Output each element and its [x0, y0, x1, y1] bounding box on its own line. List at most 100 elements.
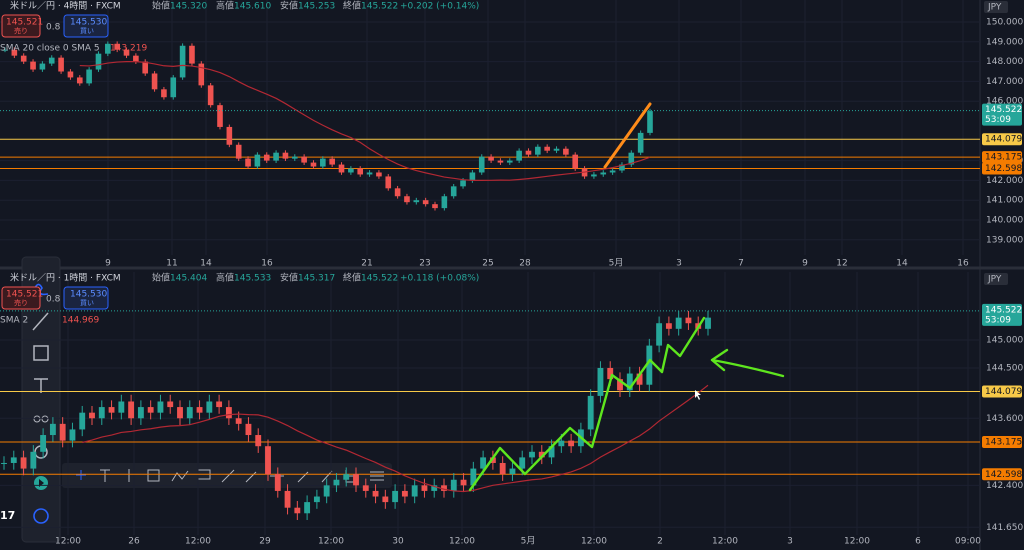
- candle: [421, 485, 428, 491]
- currency-bg: [984, 1, 1008, 13]
- path-tool[interactable]: [171, 470, 189, 482]
- candle: [600, 172, 607, 175]
- price-tick: 144.500: [986, 363, 1023, 373]
- ohlc: 145.253: [298, 2, 335, 12]
- candle: [196, 407, 203, 413]
- line-tool[interactable]: [32, 312, 49, 331]
- candle: [470, 468, 477, 486]
- candle: [431, 485, 438, 491]
- time-label: 3: [676, 259, 682, 269]
- ohlc: +0.118 (+0.08%): [400, 274, 479, 284]
- candle: [20, 457, 27, 469]
- ohlc: 高値: [216, 272, 234, 284]
- candle: [413, 200, 420, 203]
- candle: [535, 146, 541, 155]
- last-price: 145.522: [985, 305, 1022, 315]
- time-label: 12:00: [55, 537, 81, 547]
- text-tool-2[interactable]: [100, 469, 110, 482]
- candle: [376, 172, 382, 177]
- candle: [320, 158, 326, 167]
- candle: [142, 61, 149, 74]
- price-tick: 140.000: [986, 216, 1023, 226]
- candle: [685, 317, 692, 324]
- candle: [177, 407, 183, 419]
- candle: [382, 496, 389, 503]
- brush-tool[interactable]: [33, 283, 49, 296]
- candle: [245, 423, 252, 436]
- candle: [509, 468, 516, 475]
- ohlc: 終値: [343, 272, 361, 284]
- ohlc: 始値: [152, 0, 170, 12]
- price-tick: 147.000: [986, 77, 1023, 87]
- ohlc: 145.533: [234, 274, 271, 284]
- candle: [619, 164, 625, 171]
- candle: [529, 451, 535, 458]
- buy-price: 145.530: [70, 290, 107, 300]
- level-label-bg: [982, 385, 1022, 398]
- candle: [323, 485, 330, 497]
- candle: [133, 55, 139, 62]
- candle: [10, 457, 17, 463]
- candle: [499, 462, 506, 475]
- pattern-tool[interactable]: [33, 415, 41, 423]
- symbol: 米ドル／円 · 4時間 · FXCM: [10, 0, 121, 12]
- candle: [568, 440, 575, 447]
- rect-tool[interactable]: [33, 345, 49, 361]
- candle: [30, 61, 36, 70]
- candle: [254, 154, 261, 167]
- candle: [450, 479, 457, 491]
- time-label: 12:00: [185, 537, 211, 547]
- candle: [108, 407, 115, 413]
- candle: [86, 69, 92, 84]
- candle: [255, 435, 262, 447]
- time-label: 12:00: [581, 537, 607, 547]
- candle: [617, 379, 623, 391]
- candle: [665, 323, 672, 329]
- indicator-value: 143.219: [110, 44, 147, 54]
- time-label: 16: [957, 259, 969, 269]
- time-label: 5月: [609, 258, 624, 269]
- candle: [343, 474, 350, 480]
- candle: [79, 412, 86, 430]
- time-label: 14: [200, 259, 212, 269]
- candle: [137, 407, 144, 419]
- time-label: 14: [896, 259, 908, 269]
- spread: 0.8: [46, 295, 61, 305]
- candle: [478, 156, 485, 173]
- level-label: 143.175: [985, 153, 1022, 163]
- cursor: [695, 390, 701, 400]
- candle: [105, 43, 111, 54]
- pattern-tool-b[interactable]: [41, 415, 49, 423]
- time-label: 09:00: [955, 537, 981, 547]
- candle: [179, 45, 186, 78]
- candle: [385, 176, 392, 189]
- candle: [114, 43, 120, 50]
- rect-tool-2[interactable]: [147, 469, 160, 482]
- ohlc: +0.202 (+0.14%): [400, 2, 479, 12]
- candle: [506, 160, 513, 163]
- time-label: 29: [259, 537, 271, 547]
- candle: [123, 49, 130, 56]
- candle: [366, 172, 373, 175]
- candle: [628, 152, 635, 165]
- countdown: 53:09: [985, 315, 1011, 325]
- candle: [20, 55, 27, 62]
- candle: [333, 479, 340, 486]
- candle: [329, 158, 335, 165]
- text-tool[interactable]: [34, 378, 48, 393]
- candle: [69, 429, 76, 441]
- candle: [392, 490, 399, 503]
- candle: [411, 485, 418, 497]
- candle: [40, 435, 47, 452]
- buy-btn: [63, 14, 109, 38]
- candle: [226, 126, 233, 145]
- candle: [95, 53, 102, 70]
- cross-tool[interactable]: [76, 470, 86, 480]
- price-tick: 139.000: [986, 235, 1023, 245]
- timer-tool[interactable]: [33, 508, 49, 524]
- candle: [460, 479, 467, 486]
- candle: [313, 496, 320, 503]
- candle: [274, 474, 281, 491]
- sell-label: 売り: [14, 298, 28, 307]
